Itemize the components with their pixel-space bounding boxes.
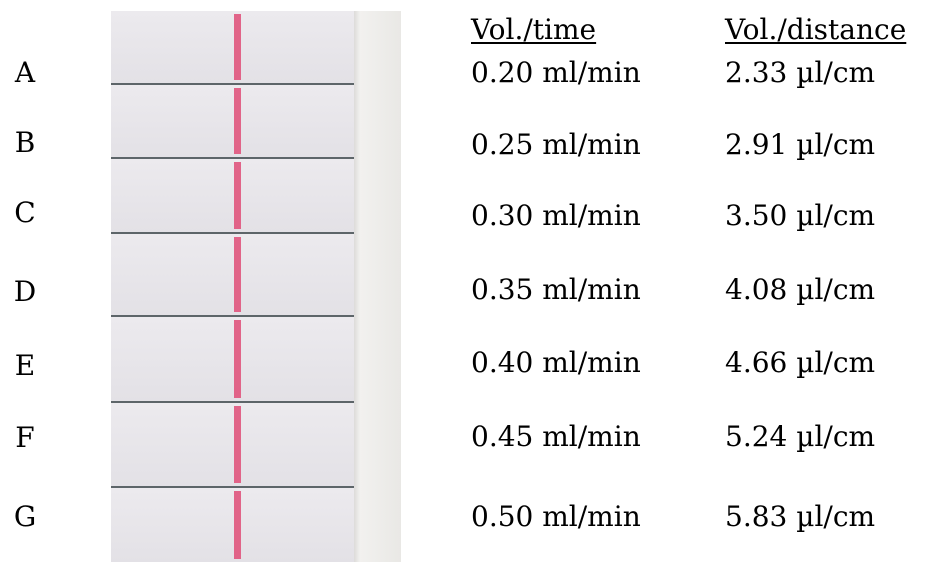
vol-distance-d: 4.08 µl/cm: [725, 273, 876, 306]
row-label-e: E: [14, 349, 36, 382]
strip-divider: [111, 157, 401, 159]
vol-time-b: 0.25 ml/min: [471, 128, 641, 161]
strip-divider: [111, 401, 401, 403]
strip-divider: [111, 83, 401, 85]
test-band: [234, 406, 241, 483]
vol-time-c: 0.30 ml/min: [471, 199, 641, 232]
vol-time-e: 0.40 ml/min: [471, 346, 641, 379]
test-strip-c: [111, 159, 354, 232]
test-band: [234, 14, 241, 80]
test-strip-photo: [111, 11, 401, 562]
strip-divider: [111, 486, 401, 488]
row-label-d: D: [13, 275, 37, 308]
vol-time-d: 0.35 ml/min: [471, 273, 641, 306]
vol-time-f: 0.45 ml/min: [471, 420, 641, 453]
test-band: [234, 88, 241, 154]
vol-distance-b: 2.91 µl/cm: [725, 128, 876, 161]
vol-distance-f: 5.24 µl/cm: [725, 420, 876, 453]
test-band: [234, 320, 241, 398]
vol-distance-c: 3.50 µl/cm: [725, 199, 876, 232]
row-label-f: F: [15, 421, 35, 454]
test-strip-a: [111, 11, 354, 83]
test-band: [234, 491, 241, 559]
test-strip-e: [111, 317, 354, 401]
strip-divider: [111, 232, 401, 234]
vol-distance-a: 2.33 µl/cm: [725, 56, 876, 89]
row-label-a: A: [14, 56, 36, 89]
test-band: [234, 162, 241, 229]
vol-distance-g: 5.83 µl/cm: [725, 500, 876, 533]
row-label-b: B: [14, 126, 36, 159]
strip-divider: [111, 315, 401, 317]
test-strip-d: [111, 234, 354, 315]
header-vol-time: Vol./time: [471, 13, 597, 46]
row-label-g: G: [13, 500, 37, 533]
test-band: [234, 237, 241, 312]
cassette-edge: [354, 11, 401, 562]
test-strip-b: [111, 85, 354, 157]
vol-time-a: 0.20 ml/min: [471, 56, 641, 89]
test-strip-f: [111, 403, 354, 486]
vol-distance-e: 4.66 µl/cm: [725, 346, 876, 379]
header-vol-distance: Vol./distance: [725, 13, 907, 46]
test-strip-g: [111, 488, 354, 562]
vol-time-g: 0.50 ml/min: [471, 500, 641, 533]
row-label-c: C: [14, 196, 36, 229]
